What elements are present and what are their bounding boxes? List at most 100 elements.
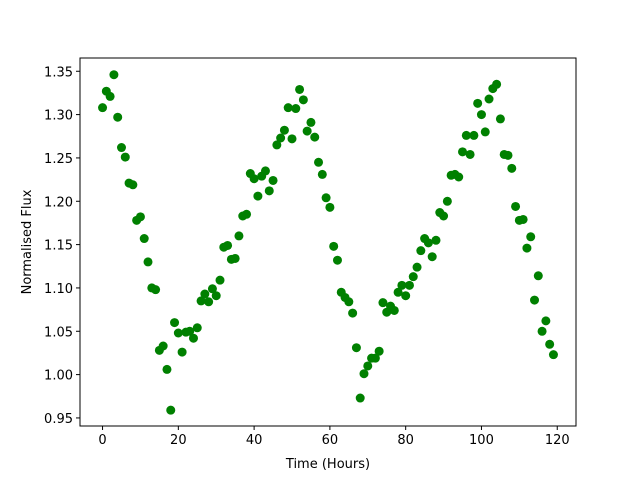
- point: [283, 103, 293, 113]
- point: [393, 287, 403, 297]
- point: [397, 280, 407, 290]
- point: [476, 110, 486, 120]
- x-tick-label: 100: [469, 433, 494, 448]
- point: [344, 297, 354, 307]
- point: [533, 271, 543, 281]
- point: [302, 126, 312, 136]
- point: [139, 234, 149, 244]
- point: [548, 350, 558, 360]
- point: [249, 174, 259, 184]
- point: [234, 231, 244, 241]
- point: [423, 238, 433, 248]
- plot-frame: [79, 57, 577, 427]
- point: [469, 130, 479, 140]
- point: [264, 186, 274, 196]
- point: [541, 316, 551, 326]
- point: [298, 95, 308, 105]
- point: [545, 339, 555, 349]
- point: [200, 289, 210, 299]
- point: [291, 104, 301, 114]
- point: [253, 191, 263, 201]
- point: [442, 196, 452, 206]
- y-tick-label: 1.30: [44, 109, 73, 124]
- point: [143, 257, 153, 267]
- x-tick-label: 0: [98, 433, 106, 448]
- point: [166, 405, 176, 415]
- point: [287, 134, 297, 144]
- point: [276, 133, 286, 143]
- point: [374, 346, 384, 356]
- point: [295, 84, 305, 94]
- y-axis-label: Normalised Flux: [20, 189, 35, 294]
- point: [310, 132, 320, 142]
- x-tick-label: 80: [397, 433, 414, 448]
- y-tick-label: 1.25: [44, 152, 73, 167]
- point: [370, 353, 380, 363]
- y-tick-label: 1.20: [44, 195, 73, 210]
- point: [207, 284, 217, 294]
- point: [348, 308, 358, 318]
- x-tick-label: 20: [170, 433, 187, 448]
- point: [359, 369, 369, 379]
- point: [458, 147, 468, 157]
- point: [526, 232, 536, 242]
- point: [416, 246, 426, 256]
- point: [158, 341, 168, 351]
- point: [480, 127, 490, 137]
- point: [454, 172, 464, 182]
- point: [242, 209, 252, 219]
- point: [332, 255, 342, 265]
- y-tick-label: 1.05: [44, 325, 73, 340]
- point: [268, 175, 278, 185]
- point: [113, 112, 123, 122]
- point: [192, 323, 202, 333]
- point: [173, 328, 183, 338]
- point: [128, 180, 138, 190]
- point: [518, 214, 528, 224]
- point: [321, 193, 331, 203]
- point: [389, 305, 399, 315]
- point: [279, 125, 289, 135]
- point: [116, 143, 126, 153]
- point: [177, 347, 187, 357]
- point: [503, 150, 513, 160]
- point: [439, 211, 449, 221]
- point: [306, 117, 316, 127]
- point: [355, 393, 365, 403]
- point: [185, 326, 195, 336]
- point: [170, 318, 180, 328]
- point: [484, 94, 494, 104]
- x-tick-label: 60: [322, 433, 339, 448]
- x-axis-label: Time (Hours): [285, 457, 370, 472]
- y-tick-label: 1.35: [44, 65, 73, 80]
- point: [427, 252, 437, 262]
- point: [461, 130, 471, 140]
- y-tick-label: 1.00: [44, 369, 73, 384]
- point: [408, 272, 418, 282]
- point: [120, 152, 130, 162]
- point: [507, 163, 517, 173]
- point: [211, 291, 221, 301]
- point: [272, 140, 282, 150]
- point: [98, 103, 108, 113]
- x-tick-label: 40: [246, 433, 263, 448]
- point: [401, 291, 411, 301]
- point: [511, 201, 521, 211]
- point: [109, 70, 119, 80]
- y-tick-label: 1.15: [44, 239, 73, 254]
- point: [317, 169, 327, 179]
- point: [188, 333, 198, 343]
- x-tick-label: 120: [545, 433, 570, 448]
- point: [363, 361, 373, 371]
- point: [314, 157, 324, 167]
- y-tick-label: 1.10: [44, 282, 73, 297]
- point: [530, 295, 540, 305]
- point: [162, 364, 172, 374]
- point: [325, 202, 335, 212]
- point: [351, 343, 361, 353]
- point: [223, 240, 233, 250]
- point: [537, 326, 547, 336]
- point: [329, 241, 339, 251]
- point: [473, 98, 483, 108]
